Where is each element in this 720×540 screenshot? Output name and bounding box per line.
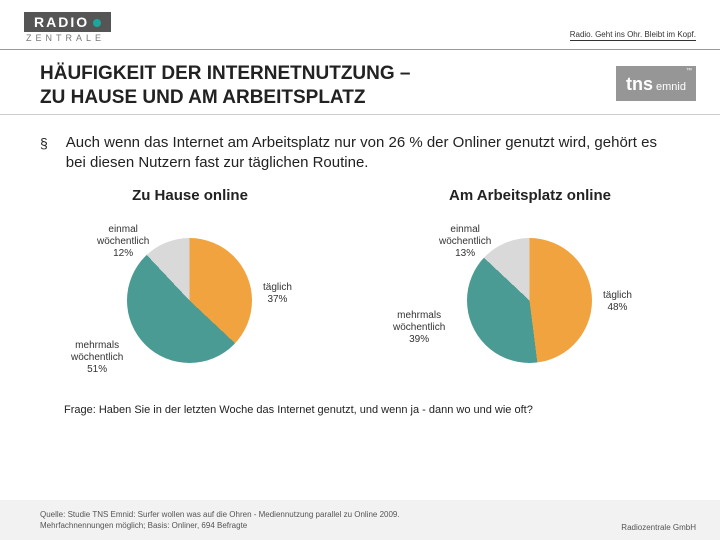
- footer-company: Radiozentrale GmbH: [621, 523, 696, 532]
- chart-right: Am Arbeitsplatz online täglich48% mehrma…: [370, 187, 690, 390]
- charts-row: Zu Hause online täglich37% mehrmalswöche…: [0, 183, 720, 390]
- footer-source-line1: Quelle: Studie TNS Emnid: Surfer wollen …: [40, 510, 400, 521]
- bullet-block: § Auch wenn das Internet am Arbeitsplatz…: [0, 115, 720, 184]
- pie-right-label-once: einmalwöchentlich13%: [439, 224, 491, 260]
- pie-left-label-once: einmalwöchentlich12%: [97, 224, 149, 260]
- logo-text-bottom: ZENTRALE: [24, 34, 111, 43]
- logo-dot-icon: [93, 19, 101, 27]
- chart-left: Zu Hause online täglich37% mehrmalswöche…: [30, 187, 350, 390]
- bullet-marker: §: [40, 135, 48, 174]
- logo: RADIO ZENTRALE: [24, 12, 111, 43]
- page-title: HÄUFIGKEIT DER INTERNETNUTZUNG – ZU HAUS…: [40, 62, 411, 110]
- pie-left-wrap: täglich37% mehrmalswöchentlich51% einmal…: [35, 210, 345, 390]
- title-line-2: ZU HAUSE UND AM ARBEITSPLATZ: [40, 86, 411, 110]
- chart-left-title: Zu Hause online: [30, 187, 350, 204]
- pie-right-wrap: täglich48% mehrmalswöchentlich39% einmal…: [375, 210, 685, 390]
- pie-right-label-multiple: mehrmalswöchentlich39%: [393, 310, 445, 346]
- footer-source-line2: Mehrfachnennungen möglich; Basis: Online…: [40, 521, 400, 532]
- chart-right-title: Am Arbeitsplatz online: [370, 187, 690, 204]
- tns-brand: tns: [626, 74, 653, 95]
- logo-top: RADIO: [24, 12, 111, 32]
- pie-left-label-daily: täglich37%: [263, 282, 292, 306]
- title-line-1: HÄUFIGKEIT DER INTERNETNUTZUNG –: [40, 62, 411, 86]
- tns-sub: emnid: [656, 81, 686, 93]
- pie-left-label-multiple: mehrmalswöchentlich51%: [71, 340, 123, 376]
- header-bar: RADIO ZENTRALE Radio. Geht ins Ohr. Blei…: [0, 0, 720, 50]
- pie-right-label-daily: täglich48%: [603, 290, 632, 314]
- title-row: HÄUFIGKEIT DER INTERNETNUTZUNG – ZU HAUS…: [0, 50, 720, 115]
- footer-source: Quelle: Studie TNS Emnid: Surfer wollen …: [40, 510, 400, 532]
- logo-text-top: RADIO: [34, 14, 89, 30]
- tns-badge: tns emnid ™: [616, 66, 696, 101]
- trademark-icon: ™: [686, 68, 692, 74]
- bullet-text: Auch wenn das Internet am Arbeitsplatz n…: [66, 133, 680, 174]
- footer: Quelle: Studie TNS Emnid: Surfer wollen …: [0, 500, 720, 540]
- tagline: Radio. Geht ins Ohr. Bleibt im Kopf.: [570, 30, 696, 41]
- question-text: Frage: Haben Sie in der letzten Woche da…: [0, 390, 720, 416]
